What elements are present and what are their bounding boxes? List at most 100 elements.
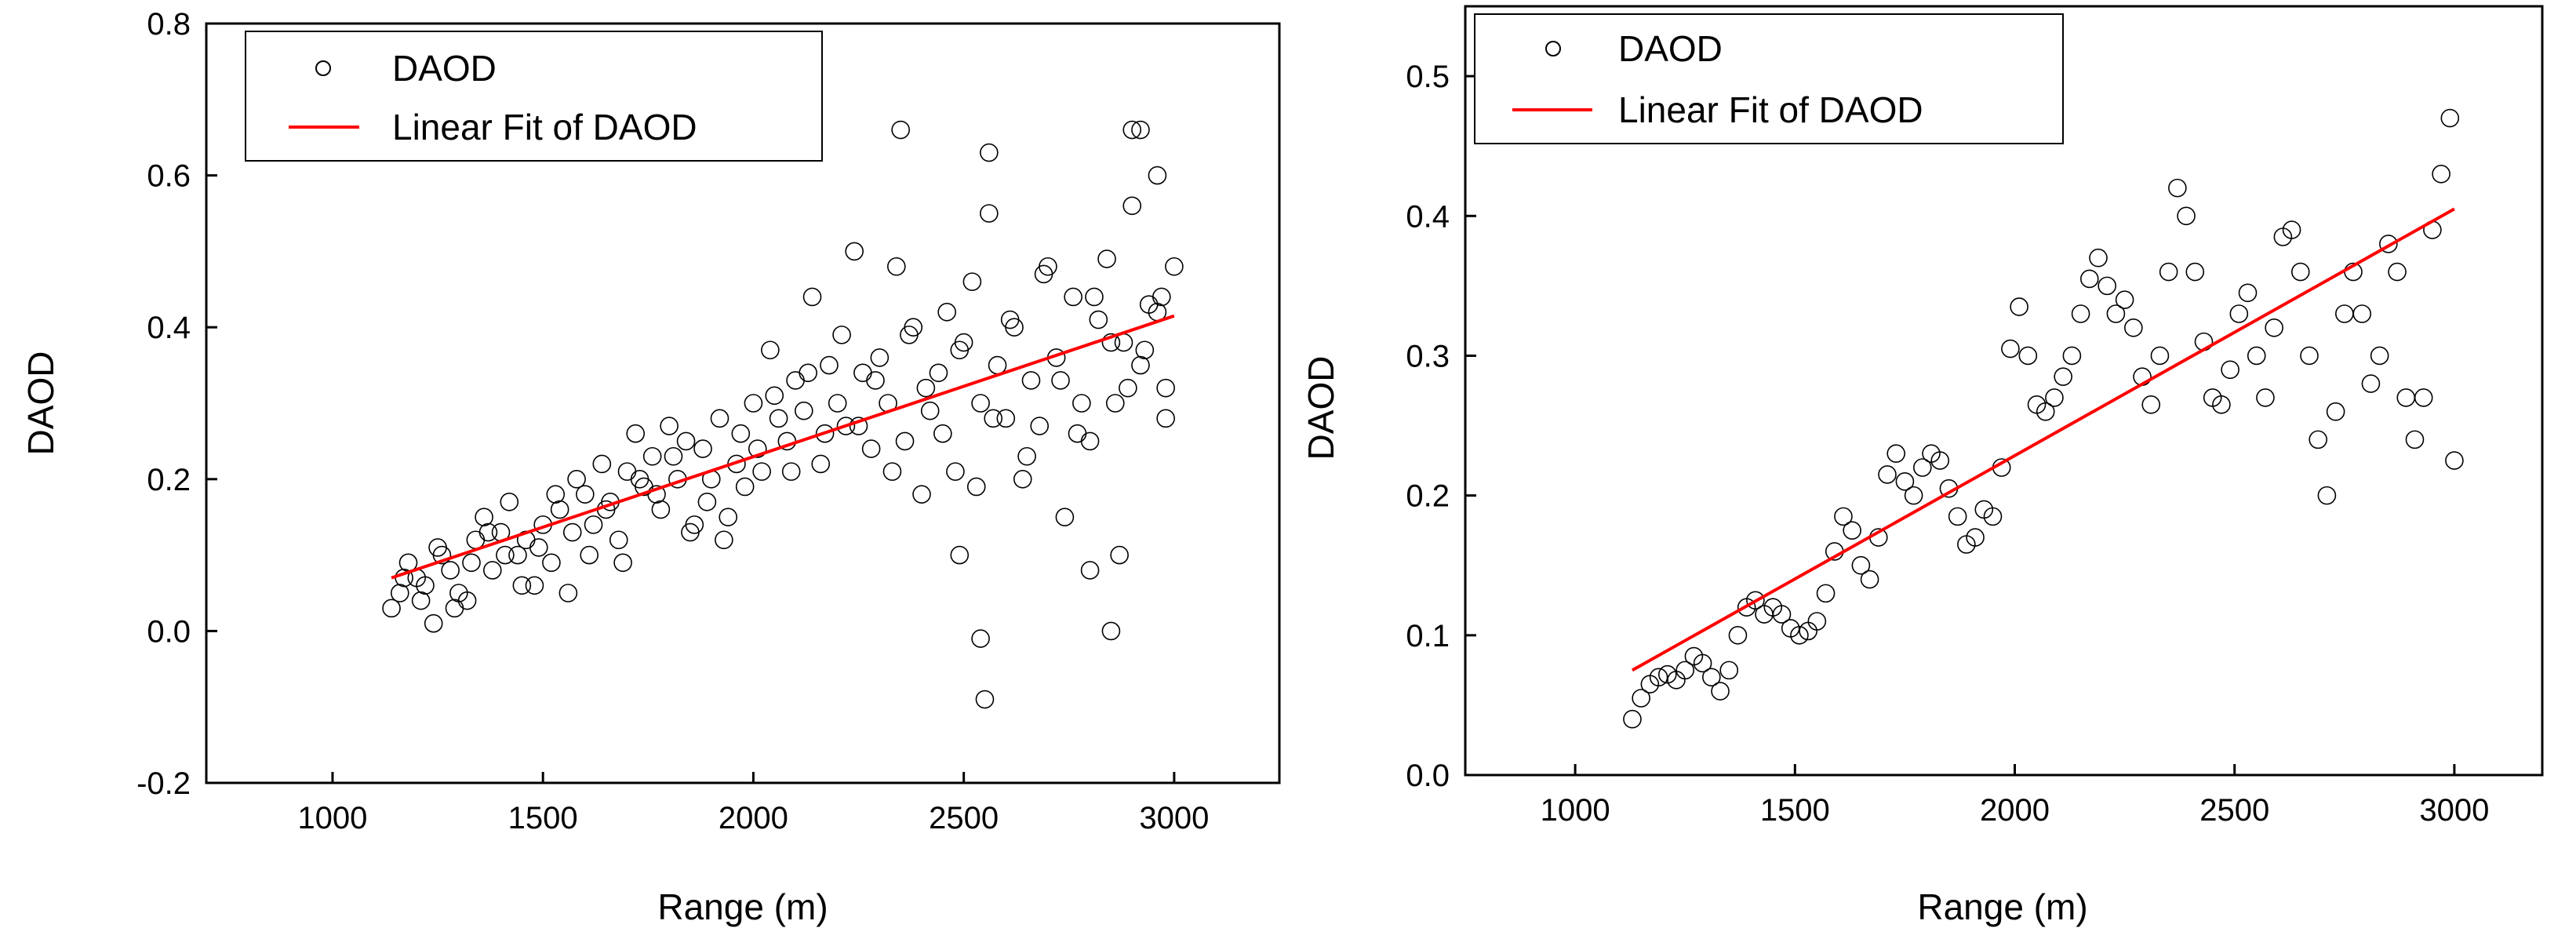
y-axis-title: DAOD: [20, 351, 61, 456]
data-point: [500, 493, 519, 511]
data-point: [1017, 446, 1036, 466]
data-point: [1675, 661, 1695, 680]
data-point: [916, 378, 936, 398]
data-point: [1085, 287, 1104, 307]
data-point: [832, 326, 851, 344]
data-point: [445, 599, 464, 618]
data-point: [2256, 388, 2275, 407]
data-marks: [1623, 108, 2464, 729]
data-point: [1013, 469, 1032, 489]
data-point: [1156, 378, 1175, 398]
data-point: [781, 462, 801, 481]
legend-marker-daod: [315, 60, 331, 76]
x-tick-label: 2500: [929, 801, 999, 835]
y-tick-label: 0.6: [147, 159, 191, 194]
data-point: [2440, 108, 2460, 128]
data-point: [2071, 304, 2090, 323]
data-point: [1657, 664, 1677, 684]
data-point: [950, 340, 970, 360]
data-point: [895, 431, 915, 451]
data-point: [525, 576, 544, 595]
legend-label-linear-fit: Linear Fit of DAOD: [392, 107, 697, 147]
data-point: [1068, 424, 1087, 443]
data-point: [2370, 346, 2389, 366]
data-point: [676, 431, 696, 451]
data-point: [731, 424, 751, 443]
data-point: [2212, 395, 2231, 414]
data-point: [971, 629, 990, 648]
data-point: [912, 485, 931, 504]
data-point: [1887, 444, 1905, 463]
data-point: [887, 257, 906, 276]
data-point: [475, 508, 493, 527]
data-point: [441, 561, 460, 580]
data-point: [769, 409, 788, 428]
data-point: [1772, 605, 1792, 624]
data-point: [1948, 507, 1967, 526]
data-point: [512, 576, 532, 595]
data-point: [1021, 371, 1041, 390]
legend: DAOD Linear Fit of DAOD: [1474, 13, 2064, 144]
data-point: [478, 522, 498, 542]
data-point: [1089, 310, 1108, 329]
legend-box: [245, 31, 823, 162]
data-point: [1072, 394, 1091, 413]
x-tick-label: 2000: [1980, 793, 2050, 828]
y-tick-label: 0.0: [147, 614, 191, 649]
data-point: [1851, 555, 1871, 575]
data-point: [2300, 346, 2319, 366]
data-point: [1623, 709, 1642, 729]
data-point: [1055, 508, 1075, 527]
data-point: [567, 469, 586, 489]
data-point: [828, 394, 847, 413]
data-point: [1105, 394, 1125, 413]
x-tick-label: 1500: [1760, 793, 1830, 828]
data-point: [2177, 206, 2196, 226]
data-point: [2396, 388, 2416, 407]
data-point: [580, 545, 599, 565]
legend-marker-daod: [1545, 41, 1561, 56]
data-point: [466, 530, 486, 550]
data-point: [1030, 417, 1050, 435]
data-point: [2265, 318, 2283, 337]
data-point: [971, 394, 990, 413]
data-point: [546, 485, 566, 504]
x-tick-label: 3000: [1139, 801, 1209, 835]
y-tick-label: 0.2: [1406, 479, 1450, 514]
data-point: [651, 500, 671, 519]
data-point: [508, 545, 527, 565]
data-point: [1101, 333, 1121, 352]
data-point: [2168, 178, 2187, 198]
legend-box: [1474, 13, 2064, 144]
y-axis-title: DAOD: [1301, 356, 1341, 460]
data-point: [811, 454, 831, 474]
data-point: [1110, 545, 1129, 565]
plot-area-frame: [205, 22, 1281, 784]
data-point: [1904, 486, 1923, 505]
data-point: [2361, 374, 2381, 393]
data-point: [2141, 395, 2161, 414]
data-point: [2036, 402, 2055, 421]
data-point: [1135, 340, 1155, 360]
data-point: [1119, 378, 1137, 398]
data-point: [558, 584, 578, 602]
data-point: [2352, 304, 2372, 323]
data-point: [988, 355, 1007, 375]
data-point: [2405, 430, 2425, 449]
data-point: [2010, 297, 2028, 316]
data-point: [2106, 304, 2126, 323]
data-point: [584, 515, 603, 534]
data-point: [2445, 451, 2464, 470]
data-point: [2115, 290, 2134, 309]
data-point: [946, 462, 965, 481]
legend-label-daod: DAOD: [392, 48, 497, 89]
linear-fit-line: [391, 314, 1175, 580]
data-point: [576, 485, 595, 504]
data-point: [719, 508, 738, 527]
data-point: [2045, 388, 2064, 407]
y-tick-label: 0.8: [147, 7, 191, 42]
data-point: [1152, 287, 1171, 307]
x-tick-label: 1000: [297, 801, 367, 835]
plot-area-frame: [1464, 5, 2544, 777]
data-point: [2221, 360, 2239, 380]
